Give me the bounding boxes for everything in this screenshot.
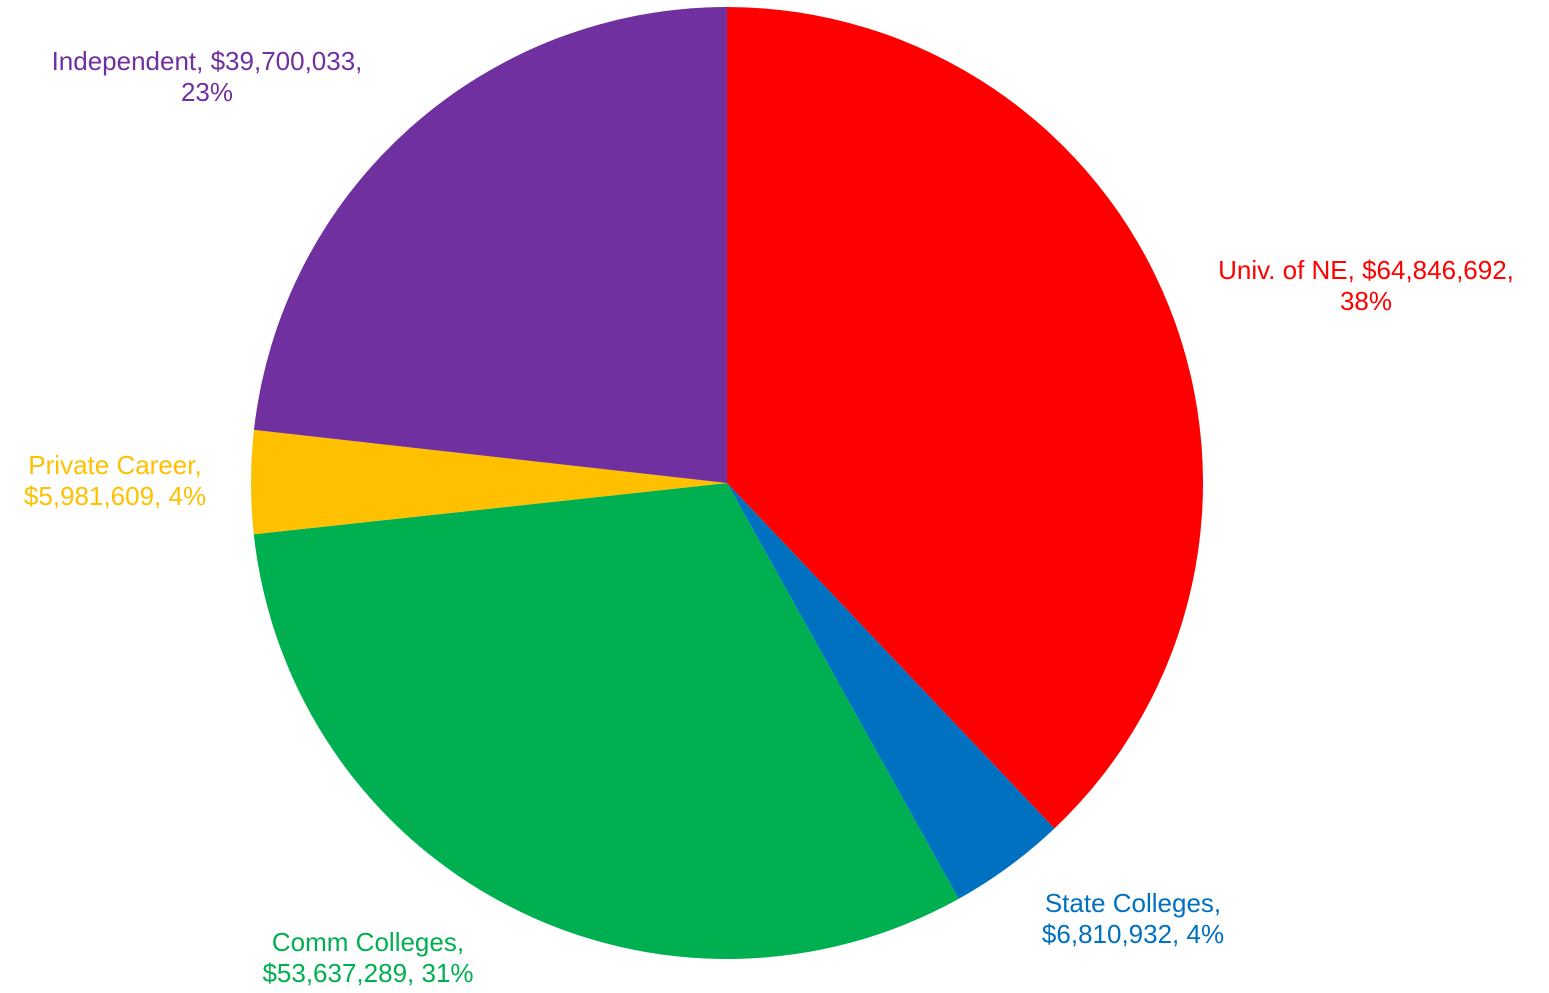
data-label-line: $53,637,289, 31%	[262, 958, 473, 988]
pie-slices	[251, 6, 1204, 960]
pie-slice-private-career	[251, 429, 727, 535]
data-label-line: $6,810,932, 4%	[1042, 919, 1224, 949]
data-label-line: State Colleges,	[1045, 888, 1221, 918]
data-label-independent: Independent, $39,700,033, 23%	[52, 46, 363, 107]
pie-slice-comm-colleges	[253, 483, 959, 960]
data-label-line: 38%	[1340, 286, 1392, 316]
data-label-line: 23%	[181, 77, 233, 107]
pie-slice-independent	[253, 7, 728, 483]
data-label-univ-of-ne: Univ. of NE, $64,846,692, 38%	[1218, 255, 1514, 316]
pie-slice-univ-of-ne	[727, 6, 1204, 829]
data-label-line: Private Career,	[28, 450, 201, 480]
data-label-private-career: Private Career, $5,981,609, 4%	[24, 450, 206, 511]
data-label-line: $5,981,609, 4%	[24, 481, 206, 511]
pie-labels: Univ. of NE, $64,846,692, 38% State Colleg…	[24, 46, 1514, 988]
data-label-line: Univ. of NE, $64,846,692,	[1218, 255, 1514, 285]
data-label-state-colleges: State Colleges, $6,810,932, 4%	[1042, 888, 1224, 949]
pie-slice-state-colleges	[727, 483, 1055, 899]
data-label-line: Comm Colleges,	[272, 927, 464, 957]
data-label-comm-colleges: Comm Colleges, $53,637,289, 31%	[262, 927, 473, 988]
data-label-line: Independent, $39,700,033,	[52, 46, 363, 76]
